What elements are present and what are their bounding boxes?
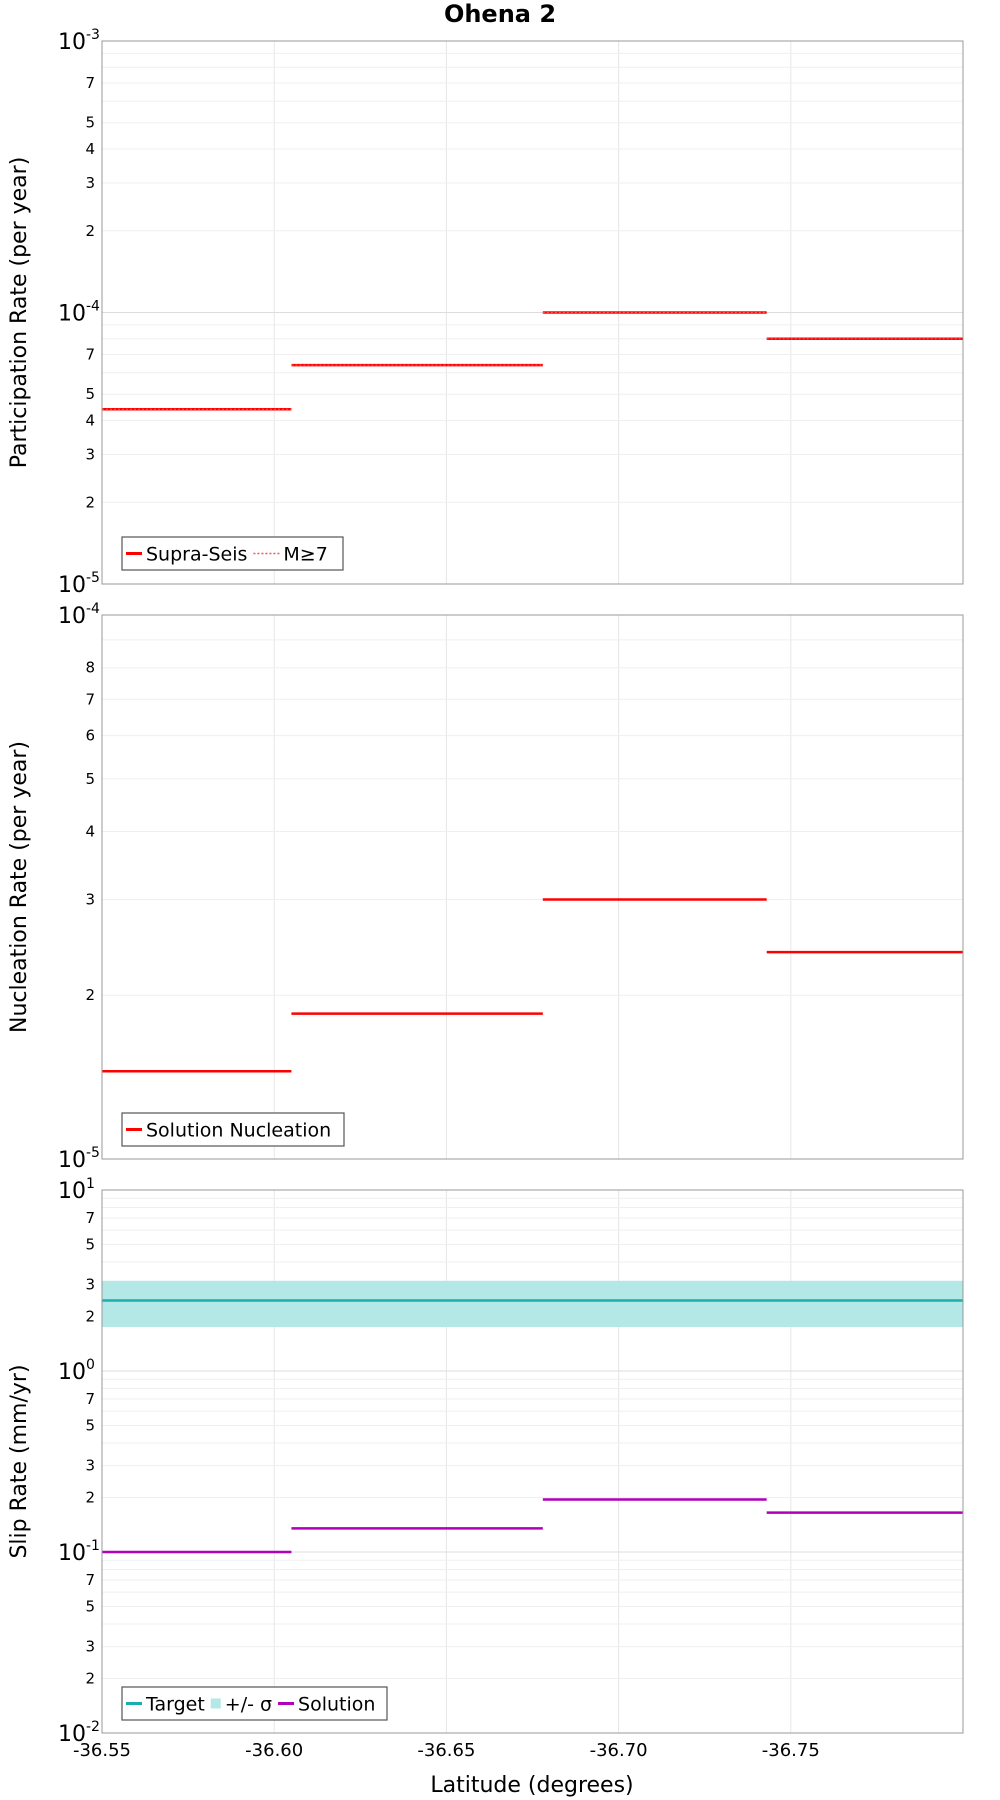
plot-frame <box>101 40 964 585</box>
legend: Target +/- σ Solution <box>121 1686 388 1721</box>
y-tick-label-minor: 3 <box>85 1638 95 1656</box>
y-tick-label-major: 10-4 <box>58 299 100 327</box>
y-tick-label-minor: 5 <box>85 114 95 132</box>
panel-slip: 10-2 10-1 100 101 2 3 5 7 2 3 5 7 2 3 5 7 Slip Rate (mm/… <box>7 1176 964 1747</box>
y-tick-label-minor: 7 <box>85 690 95 708</box>
y-tick-label-major: 10-4 <box>58 601 100 629</box>
y-tick-label-minor: 4 <box>85 412 95 430</box>
y-tick-label-minor: 5 <box>85 1235 95 1253</box>
x-tick-label: -36.60 <box>245 1740 303 1761</box>
y-axis-label: Slip Rate (mm/yr) <box>7 1364 32 1558</box>
y-tick-label-minor: 3 <box>85 445 95 463</box>
y-tick-label-minor: 7 <box>85 1390 95 1408</box>
y-tick-label-minor: 5 <box>85 1416 95 1434</box>
legend-label: M≥7 <box>283 544 327 566</box>
y-tick-label-minor: 2 <box>85 1489 95 1507</box>
x-tick-label: -36.70 <box>590 1740 648 1761</box>
legend-label: Solution Nucleation <box>146 1120 331 1142</box>
y-tick-label-minor: 2 <box>85 986 95 1004</box>
y-axis-label: Participation Rate (per year) <box>7 157 32 469</box>
y-tick-label-minor: 3 <box>85 1276 95 1294</box>
legend-label: Solution <box>298 1694 375 1716</box>
y-tick-label-minor: 2 <box>85 222 95 240</box>
y-tick-label-major: 10-5 <box>58 1145 100 1173</box>
y-tick-label-minor: 7 <box>85 346 95 364</box>
sigma-band <box>102 1280 963 1328</box>
legend-label: Supra-Seis <box>146 544 247 566</box>
y-tick-label-major: 101 <box>58 1176 95 1204</box>
x-tick-label: -36.55 <box>73 1740 131 1761</box>
y-tick-label-minor: 7 <box>85 74 95 92</box>
legend-label: +/- σ <box>225 1694 272 1716</box>
legend-box <box>121 1686 388 1721</box>
plot-frame <box>101 1189 964 1734</box>
y-tick-label-minor: 3 <box>85 1457 95 1475</box>
panel-participation: 10-5 10-4 10-3 2 3 4 5 7 2 3 4 5 7 Participation Rate… <box>7 27 964 598</box>
y-tick-label-minor: 5 <box>85 385 95 403</box>
y-tick-label-minor: 5 <box>85 770 95 788</box>
plot-frame <box>101 614 964 1160</box>
y-tick-label-minor: 3 <box>85 174 95 192</box>
y-tick-label-major: 100 <box>58 1357 95 1385</box>
y-tick-label-minor: 2 <box>85 1670 95 1688</box>
legend: Solution Nucleation <box>121 1112 345 1147</box>
y-tick-label-minor: 3 <box>85 890 95 908</box>
y-tick-label-minor: 2 <box>85 1308 95 1326</box>
y-tick-label-major: 10-1 <box>58 1538 100 1566</box>
legend: Supra-Seis M≥7 <box>121 536 344 571</box>
legend-box <box>121 1112 345 1147</box>
y-axis-label: Nucleation Rate (per year) <box>7 741 32 1033</box>
y-tick-label-minor: 7 <box>85 1209 95 1227</box>
y-tick-label-minor: 2 <box>85 493 95 511</box>
y-tick-label-minor: 4 <box>85 140 95 158</box>
legend-label: Target <box>145 1694 205 1716</box>
panel-nucleation: 10-5 10-4 2 3 4 5 6 7 8 Nucleation Rate (per year… <box>7 601 964 1173</box>
y-tick-label-minor: 4 <box>85 822 95 840</box>
y-tick-label-minor: 6 <box>85 727 95 745</box>
x-tick-label: -36.75 <box>762 1740 820 1761</box>
y-tick-label-major: 10-2 <box>58 1719 100 1747</box>
y-tick-label-major: 10-3 <box>58 27 100 55</box>
legend-box <box>121 536 344 571</box>
y-tick-label-minor: 8 <box>85 659 95 677</box>
chart-title: Ohena 2 <box>444 0 556 28</box>
x-axis-label: Latitude (degrees) <box>430 1773 633 1798</box>
y-tick-label-minor: 5 <box>85 1597 95 1615</box>
y-tick-label-minor: 7 <box>85 1571 95 1589</box>
x-tick-label: -36.65 <box>417 1740 475 1761</box>
legend-swatch <box>210 1698 221 1709</box>
y-tick-label-major: 10-5 <box>58 570 100 598</box>
